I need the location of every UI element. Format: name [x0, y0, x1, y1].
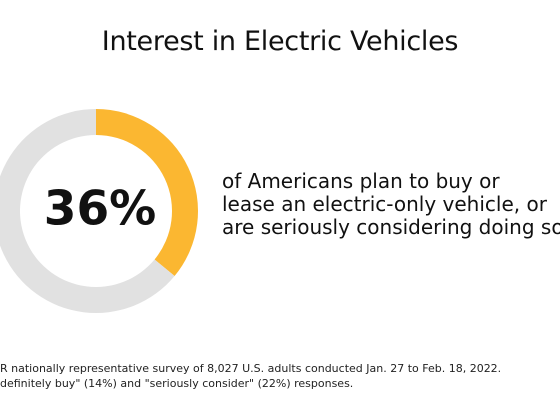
description-line-3: are seriously considering doing so — [222, 215, 560, 239]
donut-slice-remainder — [0, 109, 175, 313]
description-line-1: of Americans plan to buy or — [222, 169, 500, 193]
description-line-2: lease an electric-only vehicle, or — [222, 192, 547, 216]
chart-description: of Americans plan to buy or lease an ele… — [222, 170, 560, 239]
footnote: R nationally representative survey of 8,… — [0, 361, 501, 391]
donut-chart: 36% — [0, 109, 198, 313]
donut-slice-highlight — [96, 109, 198, 277]
donut-slices — [0, 109, 198, 313]
chart-title: Interest in Electric Vehicles — [101, 26, 459, 57]
footnote-line-1: R nationally representative survey of 8,… — [0, 362, 502, 375]
center-percentage-label: 36% — [44, 182, 157, 237]
footnote-line-2: definitely buy" (14%) and "seriously con… — [0, 377, 354, 390]
